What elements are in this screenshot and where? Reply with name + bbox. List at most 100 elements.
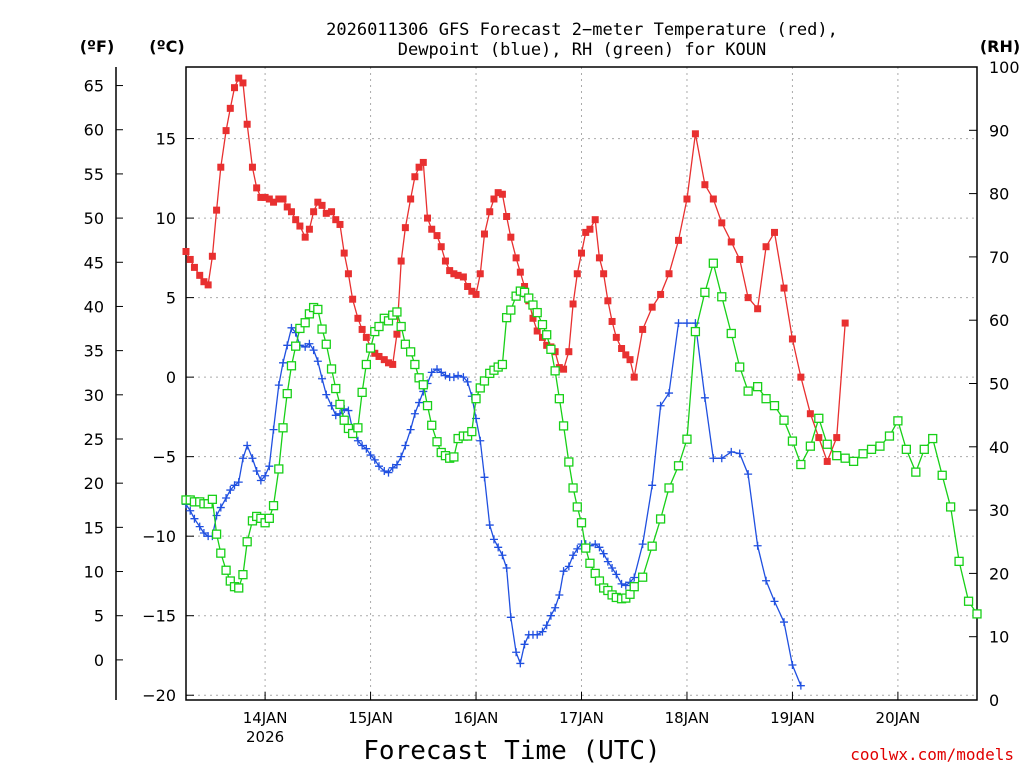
rh-point xyxy=(840,453,850,463)
temperature-point xyxy=(675,236,683,244)
fahrenheit-tick-label: 45 xyxy=(84,253,104,272)
temperature-point xyxy=(618,345,626,353)
rh-point xyxy=(638,572,648,582)
dewpoint-point xyxy=(542,621,551,630)
rh-unit-label: (RH) xyxy=(980,37,1020,56)
temperature-point xyxy=(529,314,537,322)
celsius-tick-label: −5 xyxy=(152,448,176,467)
plot-frame xyxy=(185,66,978,701)
dewpoint-point xyxy=(243,441,252,450)
temperature-point xyxy=(314,198,322,206)
rh-point xyxy=(326,364,337,374)
rh-tick-label: 30 xyxy=(989,501,1009,520)
rh-point xyxy=(590,568,600,579)
rh-point xyxy=(972,609,982,619)
dewpoint-point xyxy=(388,463,397,472)
x-tick-label: 15JAN xyxy=(348,709,393,727)
rh-point xyxy=(274,464,284,474)
temperature-point xyxy=(340,249,348,257)
dewpoint-point xyxy=(366,451,375,460)
rh-point xyxy=(743,386,753,396)
dewpoint-point xyxy=(427,368,436,377)
temperature-point xyxy=(239,79,247,87)
rh-point xyxy=(572,502,582,512)
dewpoint-point xyxy=(727,447,736,456)
temperature-point xyxy=(393,330,401,338)
rh-point xyxy=(357,387,367,398)
dewpoint-point xyxy=(380,466,389,475)
dewpoint-point xyxy=(433,365,442,374)
rh-tick-label: 80 xyxy=(989,185,1009,204)
rh-point xyxy=(787,436,798,446)
temperature-point xyxy=(472,290,480,298)
temperature-point xyxy=(371,349,379,357)
rh-point xyxy=(919,444,929,454)
dewpoint-point xyxy=(222,494,231,503)
temperature-point xyxy=(569,300,577,308)
rh-tick-label: 50 xyxy=(989,375,1009,394)
temperature-point xyxy=(459,273,467,281)
rh-point xyxy=(542,330,552,340)
temperature-point xyxy=(389,360,397,368)
rh-point xyxy=(564,457,574,467)
temperature-point xyxy=(204,281,212,289)
temperature-point xyxy=(683,195,691,203)
temperature-point xyxy=(265,195,273,203)
temperature-point xyxy=(407,195,415,203)
dewpoint-point xyxy=(608,563,617,572)
rh-point xyxy=(546,344,556,354)
temperature-point xyxy=(217,163,225,171)
rh-point xyxy=(875,441,885,451)
dewpoint-point xyxy=(344,406,353,415)
rh-point xyxy=(893,416,903,426)
rh-tick-label: 70 xyxy=(989,248,1009,267)
dewpoint-point xyxy=(638,540,647,549)
x-tick-label: 16JAN xyxy=(454,709,499,727)
celsius-tick-label: −10 xyxy=(142,527,176,546)
temperature-point xyxy=(586,225,594,233)
dewpoint-point xyxy=(700,393,709,402)
temperature-point xyxy=(208,252,216,260)
rh-point xyxy=(282,388,292,399)
series-1-group xyxy=(182,319,805,690)
dewpoint-point xyxy=(392,460,401,469)
rh-point xyxy=(655,514,666,524)
rh-point xyxy=(726,328,736,339)
temperature-point xyxy=(639,325,647,333)
temperature-point xyxy=(279,195,287,203)
rh-point xyxy=(422,401,433,411)
dewpoint-point xyxy=(410,409,419,418)
temperature-point xyxy=(595,254,603,262)
rh-point xyxy=(396,321,406,332)
x-tick-label: 17JAN xyxy=(559,709,604,727)
temperature-point xyxy=(736,255,744,263)
fahrenheit-tick-label: 55 xyxy=(84,165,104,184)
temperature-point xyxy=(823,457,831,465)
dewpoint-point xyxy=(674,319,683,328)
dewpoint-point xyxy=(375,462,384,471)
dewpoint-point xyxy=(274,381,283,390)
rh-point xyxy=(207,494,218,504)
temperature-point xyxy=(841,319,849,327)
dewpoint-point xyxy=(358,441,367,450)
dewpoint-point xyxy=(279,358,288,367)
celsius-tick-label: 10 xyxy=(156,209,176,228)
temperature-point xyxy=(419,158,427,166)
dewpoint-point xyxy=(779,618,788,627)
dewpoint-point xyxy=(762,576,771,585)
gridlines xyxy=(186,67,977,700)
temperature-point xyxy=(287,208,295,216)
temperature-point xyxy=(433,232,441,240)
rh-point xyxy=(550,366,560,376)
dewpoint-point xyxy=(230,481,239,490)
rh-point xyxy=(805,441,816,451)
dewpoint-point xyxy=(502,563,511,572)
rh-point xyxy=(954,556,964,567)
dewpoint-point xyxy=(559,567,568,576)
temperature-point xyxy=(318,201,326,209)
dewpoint-point xyxy=(305,339,314,348)
temperature-point xyxy=(468,287,476,295)
temperature-point xyxy=(190,263,198,271)
x-tick-label: 19JAN xyxy=(770,709,815,727)
dewpoint-point xyxy=(520,640,529,649)
